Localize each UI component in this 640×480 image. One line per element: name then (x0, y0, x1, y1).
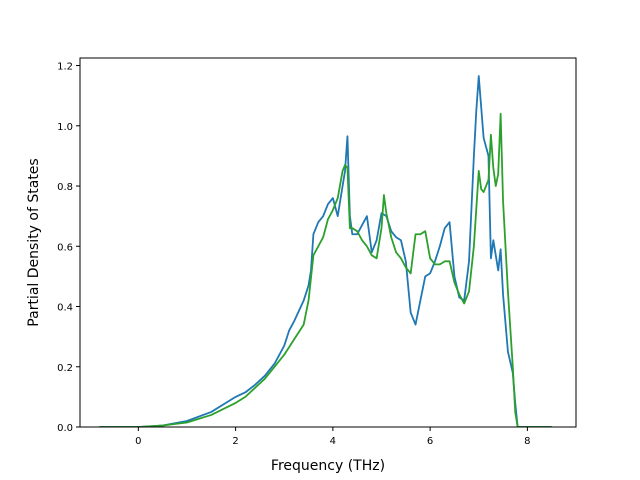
series-line-1 (99, 75, 552, 427)
y-tick-label: 0.8 (57, 182, 73, 193)
y-axis-title: Partial Density of States (26, 158, 42, 326)
series-line-2 (99, 112, 552, 427)
y-tick-label: 0.2 (57, 363, 73, 374)
y-tick-label: 0.4 (57, 303, 73, 314)
y-tick-label: 0.6 (57, 242, 73, 253)
x-tick-label: 2 (232, 436, 238, 447)
x-tick-label: 8 (524, 436, 530, 447)
x-axis-title: Frequency (THz) (271, 458, 385, 474)
axes: 0 2 4 6 8 0.0 0.2 0.4 0.6 0.8 1.0 1.2 (57, 57, 577, 447)
plot-area (99, 75, 552, 427)
x-tick-label: 0 (135, 436, 141, 447)
x-tick-label: 4 (330, 436, 336, 447)
y-tick-label: 0.0 (57, 423, 73, 434)
x-tick-label: 6 (427, 436, 433, 447)
y-tick-label: 1.2 (57, 62, 73, 73)
y-tick-label: 1.0 (57, 122, 73, 133)
axes-frame (79, 57, 577, 428)
